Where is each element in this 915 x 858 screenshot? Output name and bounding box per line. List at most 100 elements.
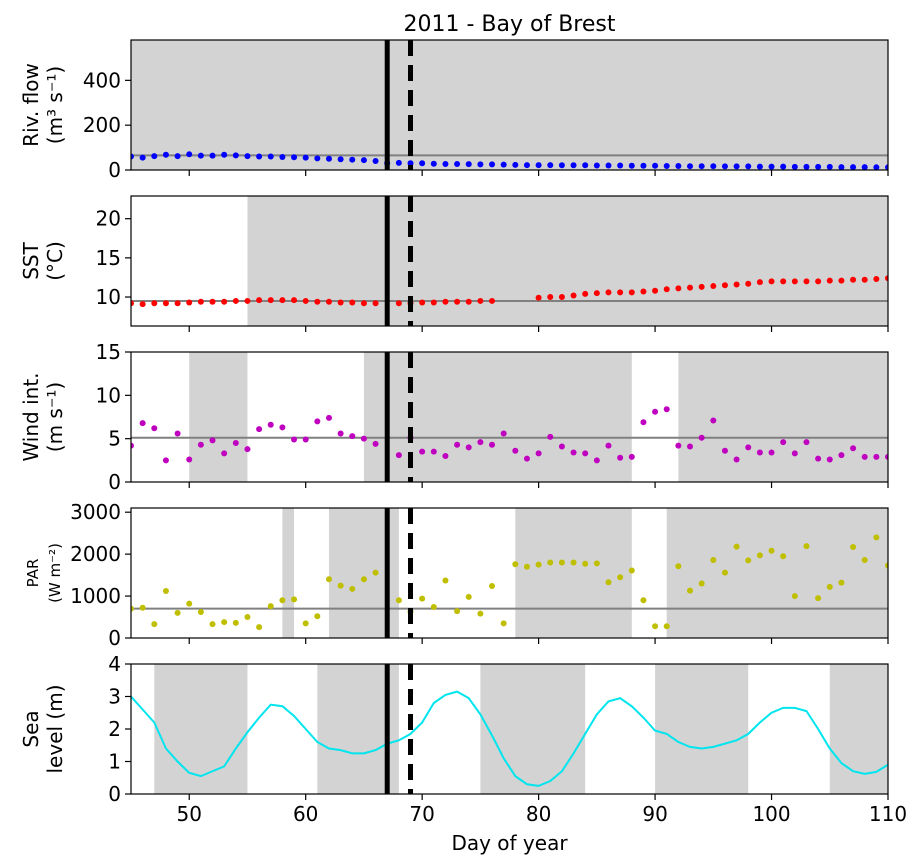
data-point (826, 583, 833, 590)
data-point (698, 283, 705, 290)
shaded-span (189, 352, 248, 482)
data-point (302, 620, 309, 627)
data-point (780, 439, 787, 446)
y-tick-label: 0 (108, 782, 121, 806)
panel-river: 0 200 400 Riv. flow(m³ s⁻¹) (19, 39, 889, 182)
data-point (139, 154, 146, 161)
data-point (244, 614, 251, 621)
y-tick-label: 0 (108, 626, 121, 650)
data-point (209, 621, 216, 628)
data-point (279, 154, 286, 160)
data-point (873, 453, 880, 460)
panel-sst: 10 15 20 SST(°C) (19, 195, 889, 332)
y-tick-label: 0 (108, 158, 121, 182)
data-point (454, 441, 461, 448)
data-point (477, 610, 484, 617)
y-tick-label: 400 (83, 68, 121, 92)
data-point (617, 289, 624, 296)
data-point (733, 456, 740, 463)
y-axis-label-sea: Sealevel (m) (19, 684, 67, 773)
y-tick-label: 5 (108, 427, 121, 451)
data-point (186, 151, 193, 158)
data-point (768, 163, 775, 170)
x-tick-label: 110 (869, 802, 907, 826)
data-point (582, 290, 589, 297)
data-point (698, 163, 705, 170)
data-point (826, 277, 833, 284)
data-point (675, 285, 682, 292)
data-point (349, 156, 356, 163)
data-point (430, 299, 437, 306)
data-point (174, 300, 181, 307)
data-point (372, 300, 379, 307)
y-axis-label-par: PAR (W m⁻²) (24, 543, 64, 603)
data-point (232, 297, 239, 304)
data-point (131, 605, 134, 612)
panel-sst-plot-area (131, 196, 888, 326)
y-tick-label: 10 (96, 285, 121, 309)
data-point (733, 163, 740, 170)
data-point (675, 442, 682, 449)
data-point (325, 576, 332, 583)
data-point (756, 163, 763, 170)
y-tick-label: 1 (108, 750, 121, 774)
data-point (663, 623, 670, 630)
y-tick-label: 200 (83, 113, 121, 137)
data-point (442, 298, 449, 305)
data-point (721, 282, 728, 289)
y-axis-label-line: SST (19, 241, 43, 279)
data-point (477, 439, 484, 446)
data-point (279, 597, 286, 604)
data-point (780, 278, 787, 285)
data-point (174, 609, 181, 616)
data-point (733, 281, 740, 288)
shaded-span (363, 352, 632, 482)
data-point (186, 600, 193, 607)
data-point (535, 294, 542, 301)
data-point (337, 430, 344, 437)
data-point (582, 450, 589, 457)
data-point (465, 593, 472, 600)
data-point (454, 160, 461, 167)
data-point (314, 613, 321, 620)
data-point (256, 624, 263, 631)
x-tick-label: 80 (526, 802, 551, 826)
data-point (652, 623, 659, 630)
data-point (131, 153, 134, 160)
data-point (267, 421, 274, 428)
data-point (477, 297, 484, 304)
y-axis-label-wind: Wind int.(m s⁻¹) (19, 372, 67, 461)
panel-wind: 0 5 10 15 Wind int.(m s⁻¹) (19, 340, 889, 494)
data-point (512, 447, 519, 454)
data-point (232, 619, 239, 626)
panel-sea-plot-area (131, 664, 888, 794)
data-point (523, 455, 530, 462)
data-point (791, 593, 798, 600)
data-point (454, 608, 461, 615)
data-point (675, 563, 682, 570)
data-point (244, 446, 251, 453)
data-point (698, 434, 705, 441)
data-point (803, 439, 810, 446)
data-point (162, 588, 169, 595)
y-axis-label-line: Sea (19, 710, 43, 747)
panel-wind-plot-area (131, 352, 888, 482)
data-point (360, 576, 367, 583)
chart-title: 2011 - Bay of Brest (404, 12, 616, 37)
data-point (617, 574, 624, 581)
data-point (803, 278, 810, 285)
panel-frame (130, 195, 889, 327)
data-point (419, 595, 426, 602)
data-point (861, 453, 868, 460)
data-point (780, 553, 787, 560)
data-point (197, 441, 204, 448)
data-point (139, 420, 146, 427)
data-point (593, 560, 600, 567)
data-point (547, 162, 554, 169)
y-tick-label: 3 (108, 685, 121, 709)
data-point (489, 441, 496, 448)
data-point (430, 160, 437, 167)
data-point (838, 452, 845, 459)
data-point (826, 456, 833, 463)
